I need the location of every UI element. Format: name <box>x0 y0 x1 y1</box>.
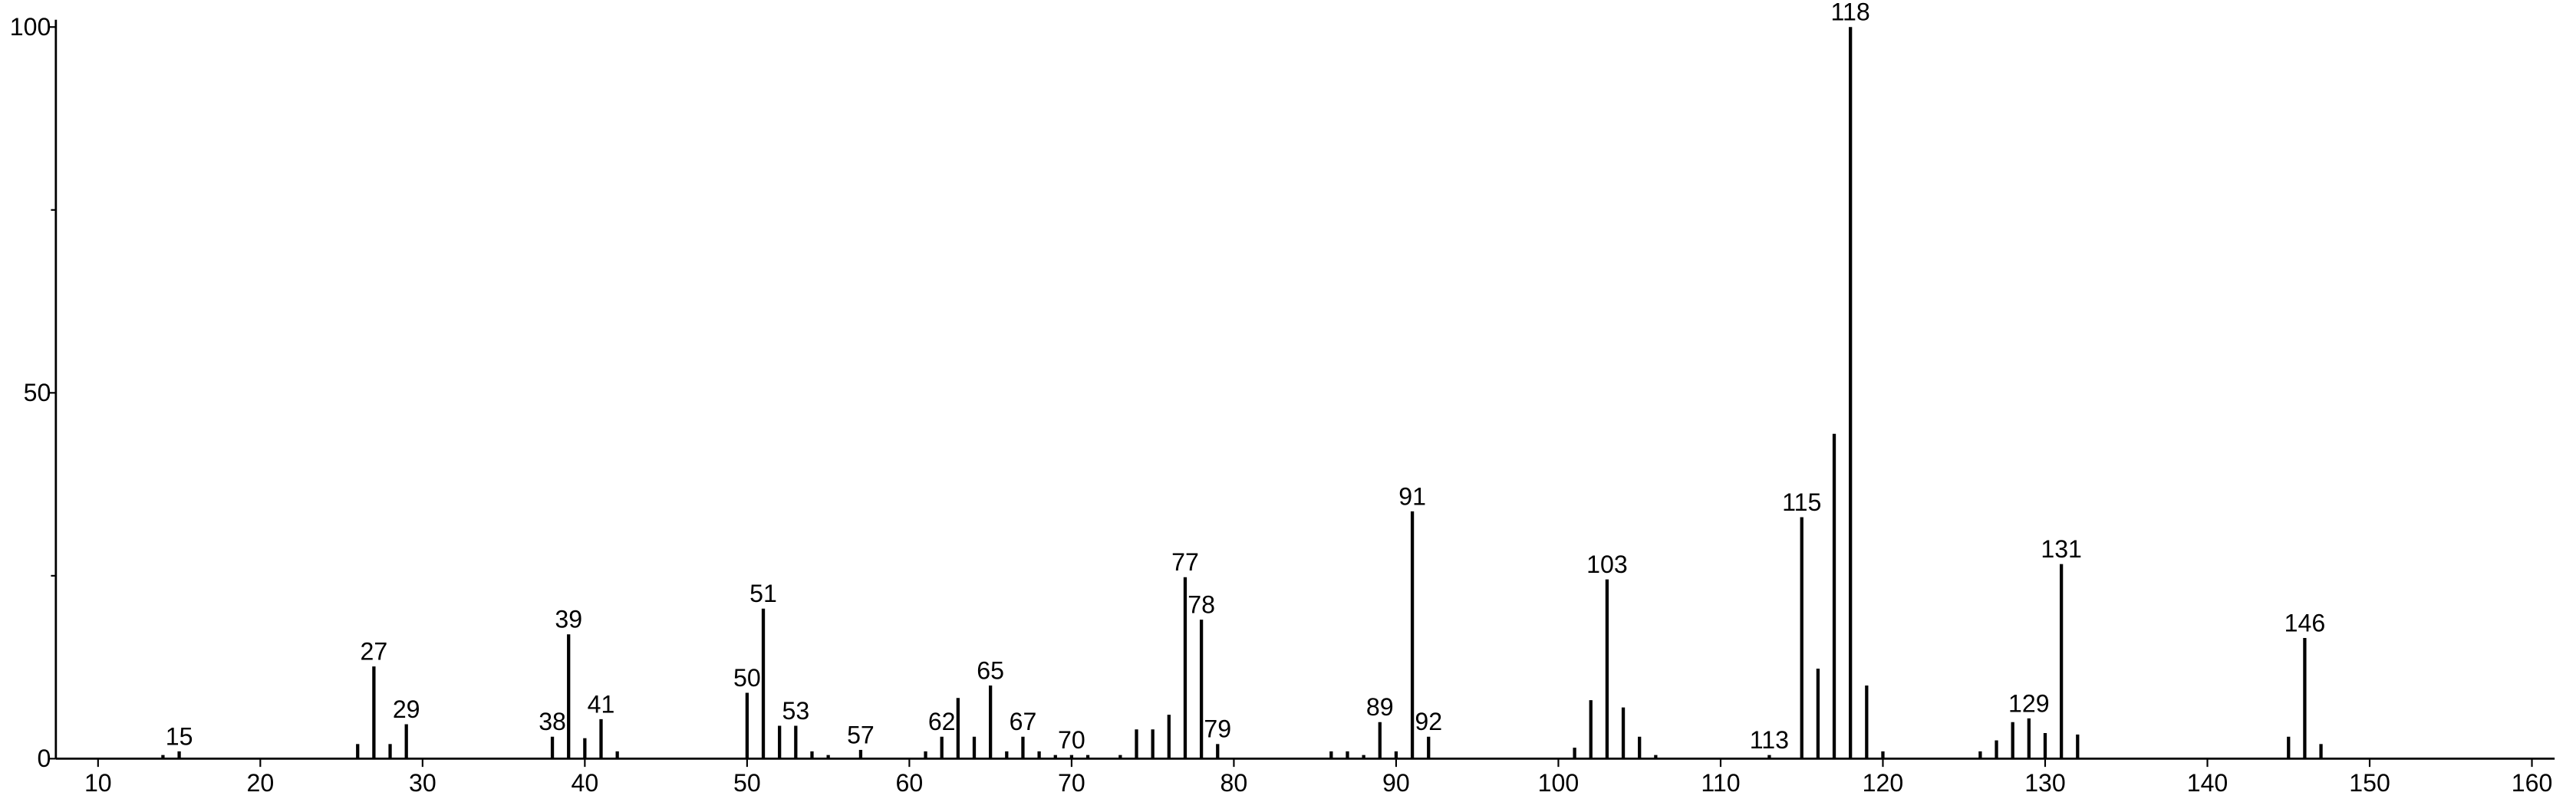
peak-label: 146 <box>2284 609 2326 636</box>
peak-label: 39 <box>555 606 582 633</box>
peak-label: 29 <box>393 695 420 723</box>
peak-label: 79 <box>1204 715 1231 743</box>
peak-label: 41 <box>588 690 615 718</box>
x-tick-label: 70 <box>1058 769 1085 797</box>
peak-label: 103 <box>1586 551 1628 578</box>
peak-label: 92 <box>1415 708 1442 735</box>
peak-label: 118 <box>1831 0 1870 26</box>
peak-label: 50 <box>733 664 761 692</box>
peak-label: 70 <box>1058 726 1085 754</box>
peak-label: 67 <box>1010 708 1037 735</box>
peak-label: 62 <box>928 708 956 735</box>
y-tick-label: 100 <box>10 13 51 41</box>
x-tick-label: 140 <box>2187 769 2228 797</box>
peak-label: 129 <box>2008 689 2050 717</box>
x-tick-label: 120 <box>1863 769 1904 797</box>
x-tick-label: 80 <box>1220 769 1248 797</box>
x-tick-label: 100 <box>1538 769 1580 797</box>
x-tick-label: 40 <box>572 769 599 797</box>
peak-label: 77 <box>1171 548 1199 576</box>
peak-label: 91 <box>1398 482 1426 510</box>
x-tick-label: 130 <box>2024 769 2066 797</box>
x-tick-label: 50 <box>733 769 761 797</box>
x-tick-label: 20 <box>246 769 274 797</box>
peak-label: 115 <box>1782 488 1821 516</box>
peak-label: 89 <box>1366 693 1394 721</box>
x-tick-label: 10 <box>84 769 112 797</box>
peak-label: 131 <box>2041 535 2082 563</box>
peak-label: 113 <box>1750 726 1789 754</box>
peak-label: 78 <box>1188 591 1215 619</box>
peak-label: 15 <box>166 722 193 750</box>
peak-label: 57 <box>847 721 875 748</box>
y-tick-label: 0 <box>38 745 51 772</box>
peak-label: 38 <box>539 708 566 735</box>
y-tick-label: 50 <box>24 379 51 406</box>
peak-label: 53 <box>782 697 809 725</box>
x-tick-label: 150 <box>2349 769 2390 797</box>
x-tick-label: 110 <box>1701 769 1740 797</box>
peak-label: 27 <box>361 638 388 666</box>
x-tick-label: 30 <box>409 769 436 797</box>
peak-label: 51 <box>749 580 777 607</box>
x-tick-label: 90 <box>1382 769 1410 797</box>
peak-label: 65 <box>977 656 1004 684</box>
x-tick-label: 60 <box>896 769 924 797</box>
x-tick-label: 160 <box>2512 769 2553 797</box>
